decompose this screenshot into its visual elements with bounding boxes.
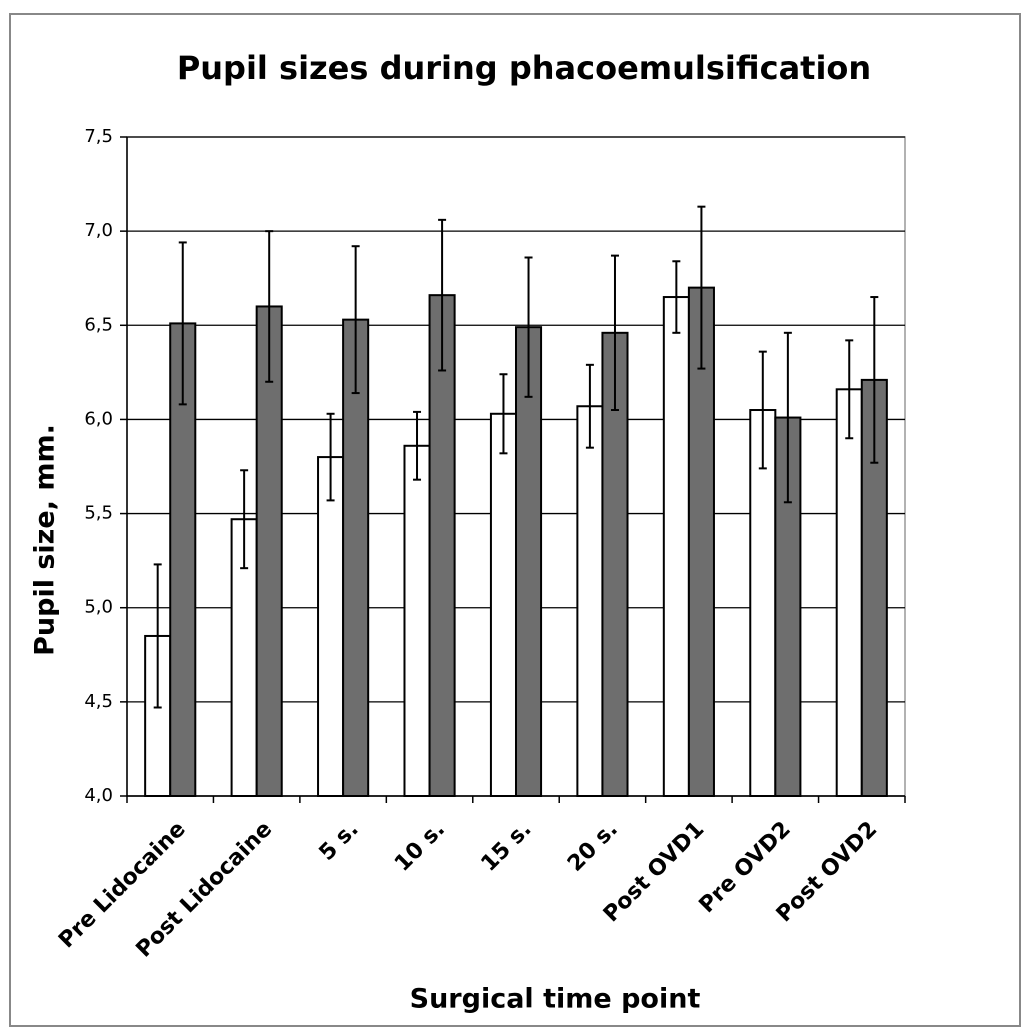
bar <box>403 444 431 797</box>
y-tick-label: 4,5 <box>84 691 113 712</box>
x-axis-label: Surgical time point <box>410 984 701 1015</box>
chart-title: Pupil sizes during phacoemulsification <box>177 49 871 87</box>
bar <box>687 286 715 797</box>
bar <box>515 326 543 797</box>
y-tick-label: 5,0 <box>84 597 113 618</box>
y-tick-label: 6,5 <box>84 314 113 335</box>
bar <box>576 405 604 797</box>
bar <box>342 318 370 797</box>
bar <box>835 388 863 797</box>
bar <box>489 412 518 797</box>
y-tick-label: 4,0 <box>84 785 113 806</box>
bar <box>662 296 690 797</box>
y-tick-label: 7,0 <box>84 220 113 241</box>
y-tick-label: 6,0 <box>84 408 113 429</box>
y-axis-label: Pupil size, mm. <box>30 424 61 656</box>
y-tick-label: 5,5 <box>84 503 113 524</box>
y-tick-label: 7,5 <box>84 126 113 147</box>
bar <box>317 456 345 797</box>
